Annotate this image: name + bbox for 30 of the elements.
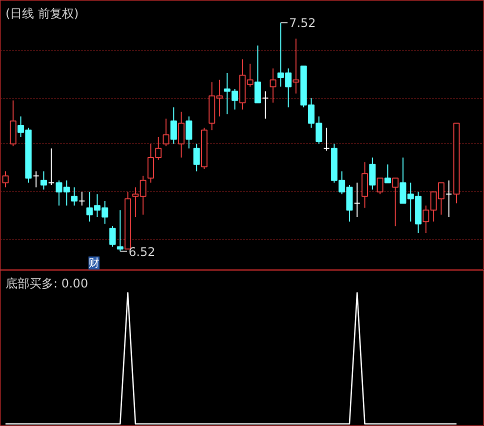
candlestick — [254, 45, 262, 104]
candlestick — [323, 127, 330, 152]
candlestick — [362, 162, 368, 208]
candlestick — [270, 68, 276, 104]
candlestick — [32, 170, 40, 188]
candlestick — [48, 148, 55, 186]
annotation: 6.52 — [128, 244, 156, 259]
chart-title: (日线 前复权) — [6, 6, 79, 20]
candlestick — [109, 226, 116, 248]
candlestick — [162, 118, 170, 147]
candlestick — [71, 186, 78, 206]
candlestick — [186, 116, 192, 149]
text: 财 — [88, 256, 100, 270]
candlestick — [262, 90, 269, 120]
candlestick — [392, 178, 399, 227]
candlestick — [354, 182, 360, 218]
candlestick — [170, 106, 177, 144]
candlestick — [178, 111, 185, 158]
candlestick — [369, 157, 376, 190]
candlestick — [78, 191, 86, 206]
candlestick — [446, 180, 452, 218]
candlestick — [193, 143, 200, 172]
candlestick — [116, 210, 124, 252]
chart-title: 底部买多: 0.00 — [6, 276, 88, 290]
candlestick — [10, 100, 16, 147]
candlestick — [40, 170, 47, 190]
candlestick — [384, 164, 391, 184]
candlestick — [376, 178, 384, 195]
annotation: 7.52 — [289, 16, 316, 30]
candlestick — [292, 38, 300, 94]
